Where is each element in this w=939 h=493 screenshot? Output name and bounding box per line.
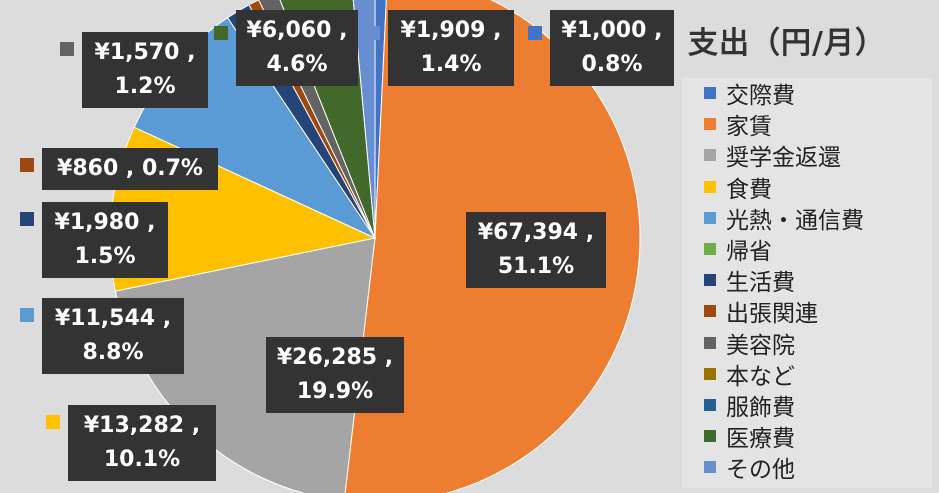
data-label-line: ¥1,909 , [400,18,502,43]
legend-label: 美容院 [726,332,795,359]
legend-swatch [704,87,716,99]
legend-swatch [704,461,716,474]
legend-swatch [704,274,716,287]
data-label-line: 1.2% [114,74,176,99]
legend-label: 交際費 [726,83,795,109]
data-label-key [20,212,34,226]
legend-label: 帰省 [726,239,772,265]
legend-item: その他 [704,452,795,484]
legend-swatch [704,430,716,443]
legend-item: 交際費 [704,78,795,109]
legend-item: 本など [704,359,795,390]
legend-item: 奨学金返還 [704,140,841,172]
legend-item: 生活費 [704,265,795,297]
legend-swatch [704,367,716,380]
data-label: ¥11,544 , 8.8% [42,298,184,374]
data-label-line: ¥1,570 , [94,40,196,65]
legend-swatch [704,336,716,349]
data-label-line: 51.1% [497,254,575,279]
data-label-line: ¥13,282 , [83,413,201,438]
data-label-key [528,26,542,40]
legend-label: 光熱・通信費 [726,207,864,234]
data-label-line: ¥1,000 , [561,18,663,43]
legend-swatch [704,305,716,318]
pie-slice [352,0,376,239]
data-label: ¥1,980 , 1.5% [42,202,168,278]
legend-label: 医療費 [726,426,795,453]
data-label-line: ¥1,980 , [54,210,156,235]
legend-swatch [704,399,716,411]
data-label-line: 1.4% [420,52,482,77]
data-label-line: ¥26,285 , [276,345,394,370]
data-label-line: 19.9% [296,379,374,404]
data-label: ¥26,285 , 19.9% [266,337,404,413]
data-label-line: 0.8% [581,52,643,77]
data-label-key [20,308,34,322]
legend-label: 家賃 [726,114,772,141]
legend-item: 美容院 [704,328,795,359]
data-label-key [46,415,60,429]
data-label-line: ¥860 , 0.7% [57,156,203,181]
data-label: ¥1,000 , 0.8% [550,10,674,86]
legend-label: 本など [726,363,795,390]
data-label-line: ¥6,060 , [246,18,348,43]
chart-title: 支出（円/月） [688,26,886,61]
legend-label: 生活費 [726,270,795,297]
data-label-line: 10.1% [103,447,181,472]
data-label: ¥860 , 0.7% [42,148,218,190]
legend-label: 出張関連 [726,301,818,328]
data-label-line: 4.6% [266,52,328,77]
data-label-line: ¥67,394 , [477,220,595,245]
legend-item: 出張関連 [704,296,818,328]
data-label-line: ¥11,544 , [54,306,172,331]
data-label-line: 1.5% [74,244,136,269]
legend-item: 服飾費 [704,390,795,421]
data-label: ¥13,282 , 10.1% [68,405,216,481]
legend-swatch [704,211,716,224]
legend-item: 家賃 [704,109,772,141]
data-label: ¥1,909 , 1.4% [388,10,514,86]
legend-swatch [704,180,716,193]
data-label: ¥67,394 , 51.1% [466,212,606,288]
legend-label: その他 [726,457,795,484]
data-label-line: 8.8% [82,340,144,365]
legend-item: 食費 [704,172,772,203]
data-label-key [60,42,74,56]
legend-swatch [704,149,716,162]
legend-swatch [704,243,716,255]
data-label-key [214,26,228,40]
data-label: ¥6,060 , 4.6% [236,10,358,86]
legend-label: 服飾費 [726,395,795,421]
data-label-key [20,158,34,172]
legend: 交際費家賃奨学金返還食費光熱・通信費 帰省生活費出張関連美容院本など服飾費医療費そ… [682,78,932,488]
legend-item: 帰省 [704,234,772,265]
legend-swatch [704,118,716,131]
legend-item: 医療費 [704,421,795,453]
legend-label: 食費 [726,176,772,203]
data-label-key [366,26,380,40]
data-label: ¥1,570 , 1.2% [82,32,208,108]
legend-item: 光熱・通信費 [704,203,864,234]
legend-label: 奨学金返還 [726,145,841,172]
